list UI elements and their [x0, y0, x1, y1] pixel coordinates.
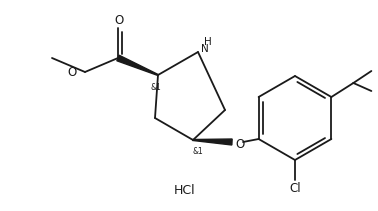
Text: H: H: [204, 37, 212, 47]
Polygon shape: [193, 139, 232, 145]
Text: HCl: HCl: [174, 184, 196, 196]
Text: O: O: [235, 138, 245, 150]
Text: O: O: [115, 14, 124, 27]
Text: O: O: [68, 66, 77, 80]
Polygon shape: [117, 55, 158, 76]
Text: &1: &1: [150, 83, 161, 92]
Text: Cl: Cl: [289, 181, 301, 195]
Text: &1: &1: [193, 147, 203, 157]
Text: N: N: [201, 44, 209, 54]
